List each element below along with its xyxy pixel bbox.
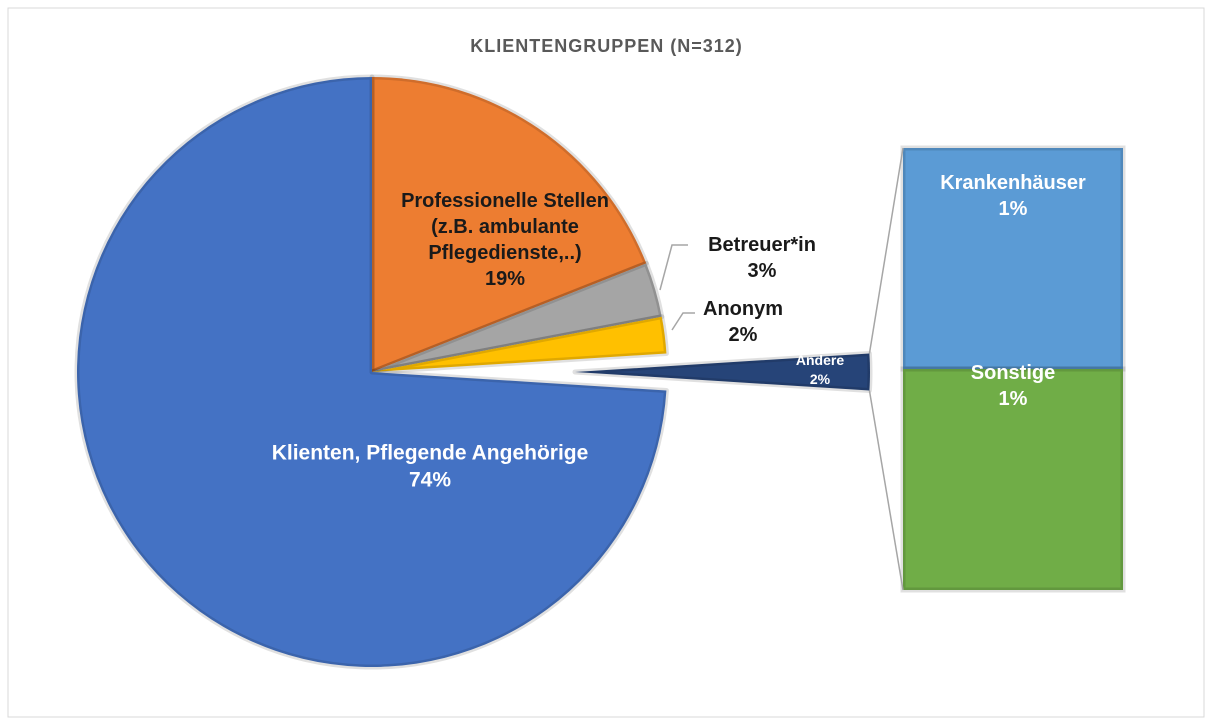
label-text: 3% bbox=[747, 260, 777, 282]
label-text: 2% bbox=[809, 371, 831, 387]
pie-slice bbox=[74, 74, 669, 670]
data-label: Anonym 2% bbox=[703, 296, 783, 348]
label-text: Andere bbox=[795, 352, 845, 369]
pie-slice bbox=[369, 74, 649, 375]
leader-line bbox=[671, 312, 695, 331]
label-text: Sonstige bbox=[970, 362, 1056, 384]
data-label: Krankenhäuser 1% bbox=[940, 170, 1086, 222]
pie-slice bbox=[369, 314, 669, 375]
connector-line bbox=[868, 147, 904, 354]
data-label: Klienten, Pflegende Angehörige 74% bbox=[272, 440, 589, 495]
label-text: Professionelle Stellen (z.B. ambulante P… bbox=[401, 190, 609, 264]
data-label: Andere 2% bbox=[796, 351, 844, 389]
leader-line bbox=[659, 244, 688, 291]
pie-slice bbox=[572, 350, 873, 394]
label-text: 74% bbox=[408, 469, 452, 492]
pie-slice bbox=[369, 260, 665, 375]
data-label: Betreuer*in 3% bbox=[708, 232, 816, 284]
bar-segment bbox=[900, 366, 1126, 593]
label-text: Betreuer*in bbox=[708, 234, 816, 256]
label-text: 19% bbox=[484, 268, 526, 290]
chart-title: KLIENTENGRUPPEN (N=312) bbox=[470, 36, 743, 56]
label-text: Krankenhäuser bbox=[940, 172, 1086, 194]
chart-border bbox=[7, 7, 1205, 718]
label-text: 1% bbox=[998, 388, 1028, 410]
label-text: 1% bbox=[998, 198, 1028, 220]
bar-segment bbox=[900, 145, 1126, 372]
data-label: Sonstige 1% bbox=[971, 360, 1055, 412]
data-label: Professionelle Stellen (z.B. ambulante P… bbox=[400, 188, 610, 292]
label-text: 2% bbox=[728, 324, 758, 346]
label-text: Klienten, Pflegende Angehörige bbox=[271, 441, 589, 465]
connector-line bbox=[868, 390, 904, 591]
label-text: Anonym bbox=[703, 298, 783, 320]
